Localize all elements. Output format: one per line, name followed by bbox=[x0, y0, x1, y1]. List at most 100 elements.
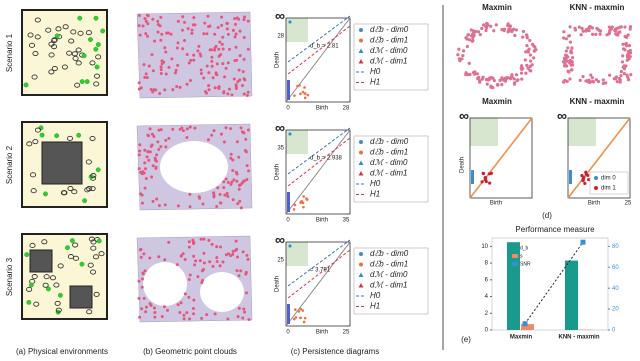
point bbox=[137, 24, 141, 28]
point bbox=[188, 317, 192, 321]
point bbox=[154, 165, 158, 169]
point bbox=[233, 35, 237, 39]
object bbox=[93, 81, 100, 87]
point bbox=[231, 158, 235, 162]
point bbox=[140, 277, 144, 281]
point bbox=[169, 32, 173, 36]
point bbox=[214, 44, 218, 48]
legend-label: dℳ - dim0 bbox=[370, 158, 408, 167]
point bbox=[151, 90, 155, 94]
dim1-point bbox=[480, 180, 484, 184]
point bbox=[625, 44, 629, 48]
point bbox=[468, 72, 472, 77]
legend-label: dℰb - dim0 bbox=[370, 249, 409, 258]
caption-c: (c) Persistence diagrams bbox=[291, 347, 379, 356]
dim1-point bbox=[582, 175, 586, 179]
point bbox=[140, 285, 144, 289]
legend-marker bbox=[594, 176, 598, 180]
point bbox=[461, 49, 466, 53]
point bbox=[566, 46, 570, 50]
point bbox=[179, 254, 183, 258]
point bbox=[621, 42, 625, 46]
point bbox=[471, 38, 475, 43]
point bbox=[158, 91, 162, 95]
point bbox=[144, 305, 148, 309]
dim1-point bbox=[294, 316, 298, 319]
point bbox=[138, 149, 142, 153]
point bbox=[192, 53, 196, 57]
point bbox=[588, 25, 593, 29]
point bbox=[145, 34, 149, 38]
point bbox=[476, 30, 481, 34]
point bbox=[235, 269, 239, 273]
agent bbox=[54, 133, 60, 139]
point bbox=[215, 62, 219, 66]
point bbox=[182, 317, 186, 321]
point bbox=[619, 74, 623, 78]
point bbox=[191, 23, 195, 27]
dim0-bar bbox=[287, 192, 290, 212]
point bbox=[243, 310, 247, 314]
object bbox=[72, 55, 79, 62]
diagram-axes bbox=[469, 117, 533, 199]
point bbox=[217, 47, 221, 51]
y-tick-label: 10 bbox=[481, 244, 488, 250]
point bbox=[138, 33, 142, 37]
point bbox=[569, 63, 573, 67]
point bbox=[566, 55, 570, 59]
point bbox=[160, 314, 164, 318]
point bbox=[151, 199, 155, 203]
point bbox=[242, 15, 246, 19]
point bbox=[148, 302, 152, 306]
point bbox=[627, 44, 632, 48]
point bbox=[622, 64, 626, 68]
point bbox=[229, 182, 233, 186]
point bbox=[202, 251, 206, 255]
point bbox=[240, 181, 244, 185]
object bbox=[72, 242, 79, 248]
point bbox=[207, 88, 211, 92]
x-tick: 0 bbox=[286, 330, 290, 336]
point bbox=[241, 70, 245, 74]
legend-marker bbox=[594, 186, 598, 190]
point bbox=[565, 59, 569, 63]
diagram-axes bbox=[285, 17, 351, 103]
point bbox=[154, 88, 158, 92]
point bbox=[525, 44, 529, 48]
dim1-point bbox=[299, 316, 302, 320]
legend-marker bbox=[512, 246, 518, 250]
legend-label: H1 bbox=[370, 190, 380, 199]
point bbox=[239, 206, 243, 210]
object bbox=[62, 24, 69, 30]
point bbox=[193, 126, 197, 130]
agent bbox=[69, 238, 75, 244]
point bbox=[484, 78, 489, 82]
point bbox=[472, 72, 477, 76]
agent bbox=[79, 79, 85, 85]
point bbox=[578, 78, 582, 82]
dim0-bar bbox=[471, 170, 474, 184]
point bbox=[164, 145, 168, 149]
point bbox=[180, 28, 184, 32]
dim1-point bbox=[481, 171, 485, 175]
infinity-label: ∞ bbox=[275, 8, 285, 24]
point bbox=[181, 129, 185, 133]
y-tick-label: 8 bbox=[485, 261, 489, 267]
dim1-point bbox=[301, 201, 305, 205]
point bbox=[500, 83, 504, 87]
object bbox=[55, 307, 62, 313]
point bbox=[187, 295, 191, 299]
caption-a: (a) Physical environments bbox=[16, 347, 108, 356]
legend-box bbox=[353, 247, 429, 315]
point bbox=[174, 68, 178, 72]
legend-label: H1 bbox=[370, 302, 380, 311]
point bbox=[221, 35, 225, 39]
point bbox=[471, 36, 475, 40]
environment bbox=[21, 9, 108, 96]
point bbox=[229, 127, 233, 131]
point bbox=[564, 64, 569, 68]
point bbox=[156, 19, 160, 23]
point bbox=[226, 194, 230, 198]
object bbox=[86, 309, 93, 315]
point bbox=[225, 191, 229, 195]
